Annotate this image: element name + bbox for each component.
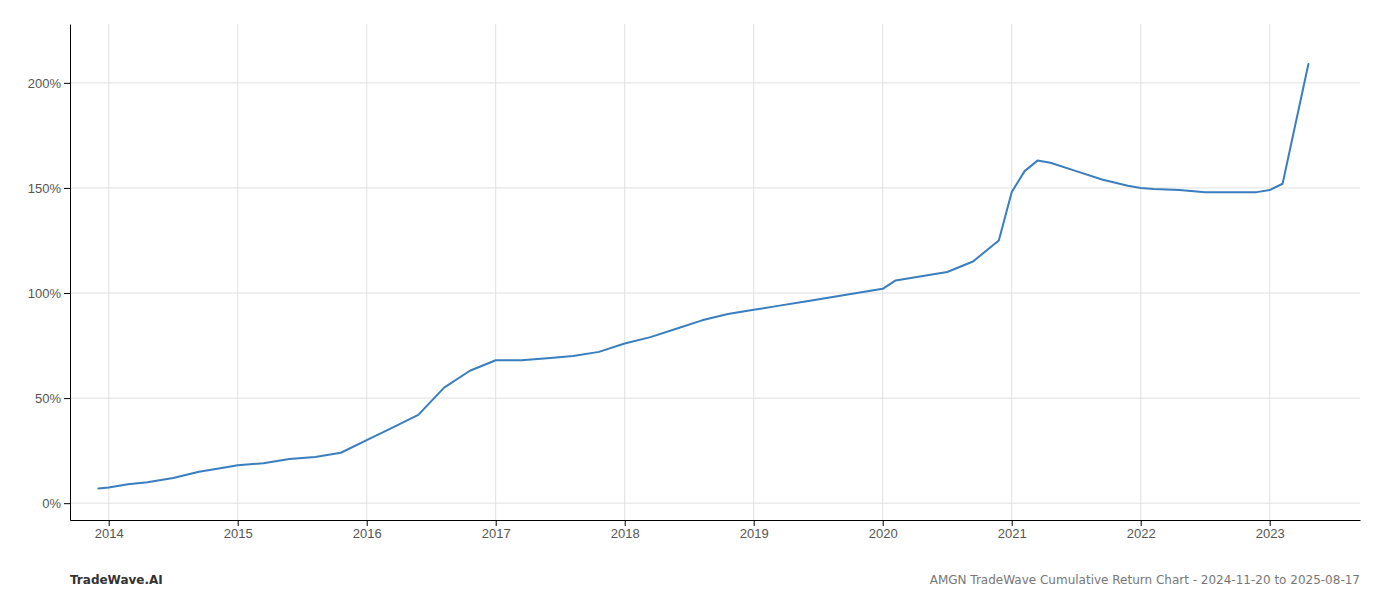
- grid-line-y: [70, 503, 1360, 504]
- footer-right: AMGN TradeWave Cumulative Return Chart -…: [930, 573, 1360, 587]
- x-tick: 2022: [1127, 520, 1156, 541]
- y-tick-label: 100%: [28, 286, 62, 301]
- x-tick-mark: [238, 520, 239, 526]
- grid-line-x: [882, 24, 883, 520]
- grid-line-x: [108, 24, 109, 520]
- grid-line-x: [1011, 24, 1012, 520]
- y-tick: 0%: [42, 496, 70, 511]
- x-tick-mark: [1012, 520, 1013, 526]
- plot-area: 2014 2015 2016 2017 2018 2019 2020 2021 2022 2023…: [28, 24, 1361, 541]
- y-axis-line: [70, 25, 71, 521]
- x-tick-label: 2020: [869, 526, 898, 541]
- grid-line-y: [70, 187, 1360, 188]
- y-tick: 150%: [28, 181, 70, 196]
- grid-line-x: [753, 24, 754, 520]
- x-tick-label: 2018: [611, 526, 640, 541]
- y-tick-label: 0%: [42, 496, 61, 511]
- x-tick: 2016: [353, 520, 382, 541]
- x-tick: 2023: [1256, 520, 1285, 541]
- x-axis: 2014 2015 2016 2017 2018 2019 2020 2021 2022 2023: [71, 520, 1361, 541]
- y-axis: 0% 50% 100% 150% 200%: [28, 25, 71, 521]
- y-tick-label: 50%: [35, 391, 61, 406]
- line: [98, 64, 1308, 489]
- y-tick-mark: [64, 188, 70, 189]
- x-tick-label: 2021: [998, 526, 1027, 541]
- y-tick-mark: [64, 83, 70, 84]
- x-tick: 2017: [482, 520, 511, 541]
- grid-line-x: [366, 24, 367, 520]
- y-tick-label: 200%: [28, 76, 62, 91]
- y-tick-label: 150%: [28, 181, 62, 196]
- x-tick: 2020: [869, 520, 898, 541]
- x-tick-mark: [625, 520, 626, 526]
- x-tick-label: 2017: [482, 526, 511, 541]
- x-tick-label: 2019: [740, 526, 769, 541]
- y-tick: 100%: [28, 286, 70, 301]
- x-tick-label: 2015: [224, 526, 253, 541]
- grid-line-x: [495, 24, 496, 520]
- x-tick-label: 2014: [95, 526, 124, 541]
- marks: [98, 64, 1308, 489]
- grid: [70, 24, 1360, 520]
- x-tick-label: 2016: [353, 526, 382, 541]
- x-tick-mark: [1270, 520, 1271, 526]
- x-tick-mark: [754, 520, 755, 526]
- x-tick-mark: [367, 520, 368, 526]
- y-tick: 50%: [35, 391, 70, 406]
- chart: 2014 2015 2016 2017 2018 2019 2020 2021 2022 2023…: [0, 0, 1400, 600]
- x-tick-label: 2023: [1256, 526, 1285, 541]
- footer-left: TradeWave.AI: [70, 573, 163, 587]
- x-axis-line: [71, 520, 1361, 521]
- x-tick: 2019: [740, 520, 769, 541]
- x-tick: 2015: [224, 520, 253, 541]
- x-tick: 2018: [611, 520, 640, 541]
- grid-line-x: [624, 24, 625, 520]
- x-tick-mark: [109, 520, 110, 526]
- grid-line-x: [1269, 24, 1270, 520]
- x-tick-mark: [496, 520, 497, 526]
- grid-line-y: [70, 293, 1360, 294]
- y-tick: 200%: [28, 76, 70, 91]
- y-tick-mark: [64, 503, 70, 504]
- grid-line-y: [70, 398, 1360, 399]
- y-tick-mark: [64, 398, 70, 399]
- grid-line-x: [1140, 24, 1141, 520]
- x-tick-label: 2022: [1127, 526, 1156, 541]
- x-tick-mark: [883, 520, 884, 526]
- grid-line-x: [237, 24, 238, 520]
- x-tick: 2021: [998, 520, 1027, 541]
- grid-line-y: [70, 82, 1360, 83]
- x-tick: 2014: [95, 520, 124, 541]
- x-tick-mark: [1141, 520, 1142, 526]
- y-tick-mark: [64, 293, 70, 294]
